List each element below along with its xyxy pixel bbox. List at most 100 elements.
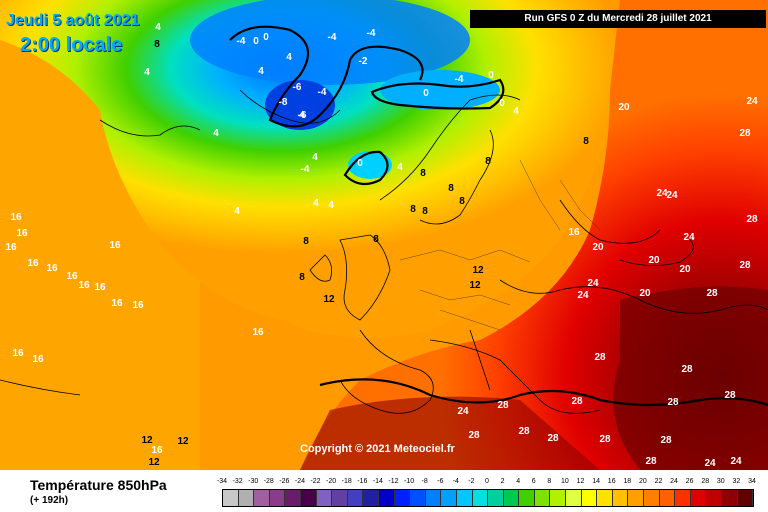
legend-tick-label: -8 <box>421 478 428 485</box>
legend-tick-label: 10 <box>561 478 569 485</box>
legend-tick-label: -2 <box>468 478 475 485</box>
temperature-label: 16 <box>111 298 123 309</box>
temperature-label: 16 <box>10 212 22 223</box>
temperature-label: 12 <box>323 294 335 305</box>
legend-tick-label: -12 <box>388 478 399 485</box>
temperature-label: 4 <box>312 152 318 163</box>
legend-tick-label: -18 <box>341 478 352 485</box>
legend-swatch <box>347 490 364 506</box>
legend-tick-label: 12 <box>576 478 585 485</box>
temperature-label: 12 <box>177 436 189 447</box>
legend-swatch <box>628 490 645 506</box>
legend-tick-label: -16 <box>357 478 368 485</box>
temperature-label: 4 <box>155 22 161 33</box>
legend-swatch <box>378 490 395 506</box>
temperature-label: 0 <box>423 88 429 99</box>
legend-tick-label: 16 <box>607 478 616 485</box>
temperature-label: 16 <box>109 240 121 251</box>
legend-swatch <box>675 490 691 506</box>
temperature-label: 4 <box>234 206 240 217</box>
legend-swatch <box>456 490 473 506</box>
temperature-label: 4 <box>397 162 403 173</box>
temperature-label: 4 <box>213 128 219 139</box>
temperature-label: 28 <box>497 400 509 411</box>
temperature-label: -4 <box>301 164 310 175</box>
legend-swatch <box>534 490 551 506</box>
legend-swatch <box>737 490 754 506</box>
temperature-label: 28 <box>739 260 751 271</box>
temperature-label: 0 <box>499 98 505 109</box>
legend-tick-labels: -34 -32 -30 -28 -26 -24 -22 -20 -18 -16 -14 -12 -10-… <box>217 478 756 488</box>
temperature-label: 24 <box>577 290 589 301</box>
legend-swatch <box>254 490 270 506</box>
temperature-label: 16 <box>94 282 106 293</box>
map-subtitle: (+ 192h) <box>30 495 69 506</box>
legend-swatch <box>706 490 722 506</box>
temperature-label: 4 <box>328 200 334 211</box>
legend-swatch <box>223 490 239 506</box>
legend-swatch <box>659 490 676 506</box>
coastlines <box>0 89 768 414</box>
legend-tick-label: 24 <box>670 478 678 485</box>
temperature-label: 4 <box>286 52 292 63</box>
temperature-label: 16 <box>16 228 28 239</box>
legend-tick-label: 18 <box>623 478 632 485</box>
temperature-label: 16 <box>568 227 580 238</box>
temperature-label: 4 <box>299 110 305 121</box>
temperature-label: -4 <box>367 28 376 39</box>
temperature-label: 28 <box>660 435 672 446</box>
forecast-time: 2:00 locale <box>20 34 123 56</box>
legend-tick-label: -22 <box>310 478 321 485</box>
temperature-label: 24 <box>704 458 716 469</box>
forecast-date: Jeudi 5 août 2021 <box>6 12 140 29</box>
temperature-label: 16 <box>78 280 90 291</box>
temperature-label: 28 <box>571 396 583 407</box>
isotherm-lines <box>229 25 768 407</box>
temperature-label: 8 <box>583 136 589 147</box>
legend-swatch <box>316 490 333 506</box>
legend-tick-label: -14 <box>372 478 383 485</box>
temperature-label: 16 <box>46 263 58 274</box>
temperature-label: 8 <box>154 39 160 50</box>
legend-tick-label: -24 <box>294 478 305 485</box>
temperature-label: 0 <box>263 32 269 43</box>
temperature-label: 12 <box>469 280 481 291</box>
temperature-label: 0 <box>253 36 259 47</box>
temperature-label: 24 <box>730 456 742 467</box>
temperature-label: -2 <box>359 56 368 67</box>
temperature-label: 16 <box>12 348 24 359</box>
legend-tick-label: 30 <box>716 478 725 485</box>
legend-swatch <box>503 490 520 506</box>
legend-swatch <box>488 490 504 506</box>
legend-tick-label: 0 <box>485 478 489 485</box>
legend-tick-label: -20 <box>326 478 337 485</box>
temperature-label: 20 <box>639 288 651 299</box>
temperature-label: -8 <box>279 97 288 108</box>
legend-tick-label: 20 <box>638 478 647 485</box>
legend-swatch <box>441 490 457 506</box>
legend-swatch <box>566 490 582 506</box>
legend-tick-label: -30 <box>248 478 259 485</box>
legend-swatch <box>722 490 738 506</box>
legend-tick-label: 4 <box>516 478 521 485</box>
map-title: Température 850hPa <box>30 477 167 493</box>
copyright-text: Copyright © 2021 Meteociel.fr <box>300 443 455 455</box>
legend-tick-label: 32 <box>732 478 741 485</box>
temperature-label: 8 <box>299 272 305 283</box>
legend-swatch <box>410 490 426 506</box>
temperature-label: 20 <box>592 242 604 253</box>
temperature-label: -6 <box>298 110 307 121</box>
legend-tick-label: 14 <box>592 478 601 485</box>
temperature-label: -4 <box>455 74 464 85</box>
temperature-label: 0 <box>488 70 494 81</box>
legend-swatch <box>612 490 629 506</box>
temperature-label: 16 <box>132 300 144 311</box>
temperature-label: 4 <box>513 106 519 117</box>
legend-tick-label: -6 <box>437 478 444 485</box>
legend-swatch <box>472 490 489 506</box>
legend-swatch <box>269 490 286 506</box>
legend-tick-label: -10 <box>403 478 415 485</box>
legend-swatch <box>644 490 660 506</box>
legend-swatch <box>597 490 613 506</box>
temperature-label: 16 <box>5 242 17 253</box>
